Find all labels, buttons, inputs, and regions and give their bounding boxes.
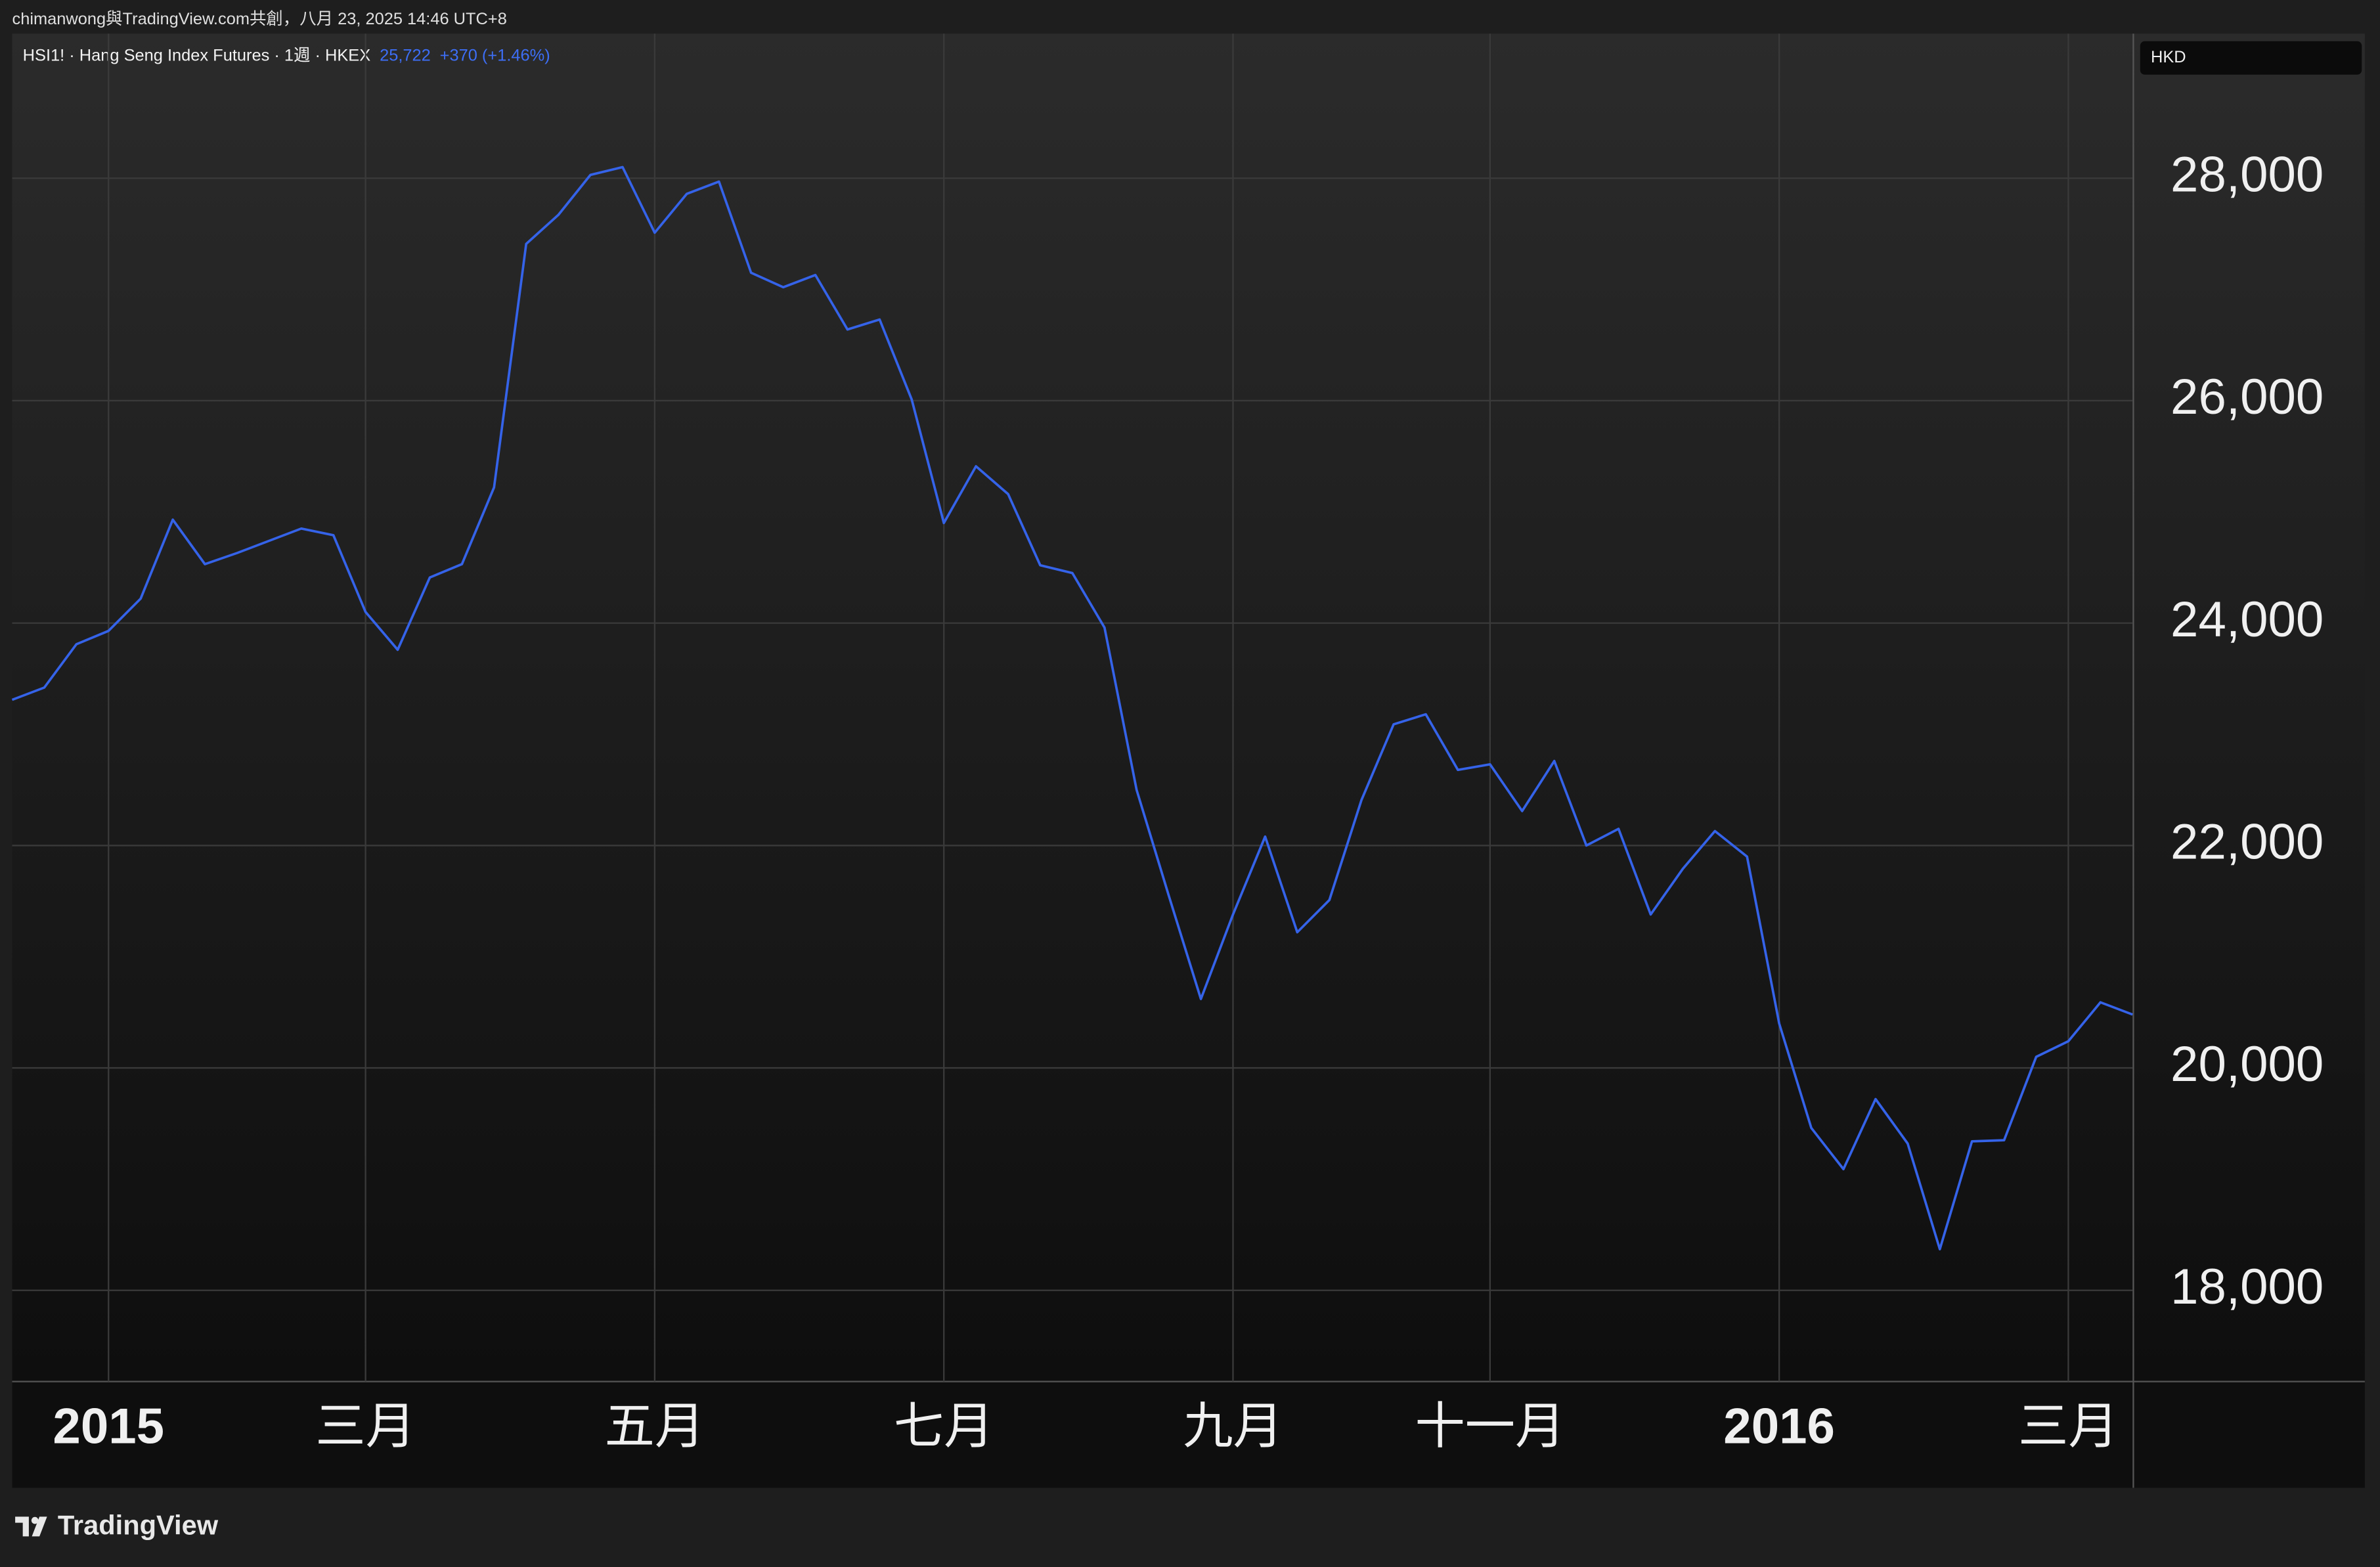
chart-pane xyxy=(12,33,2365,1382)
logo[interactable]: TradingView xyxy=(15,1509,219,1540)
grid xyxy=(12,33,2133,1382)
x-tick-label: 三月 xyxy=(2018,1399,2119,1455)
legend-title: HSI1! · Hang Seng Index Futures · 1週 · H… xyxy=(23,47,371,65)
price-line xyxy=(11,166,2133,1250)
y-tick-label: 28,000 xyxy=(2171,147,2324,203)
currency-box[interactable] xyxy=(2140,41,2362,75)
change: +370 (+1.46%) xyxy=(440,47,550,65)
x-tick-label: 2016 xyxy=(1723,1399,1835,1455)
logo-icon[interactable] xyxy=(31,1516,39,1524)
x-tick-label: 七月 xyxy=(894,1399,994,1455)
y-tick-label: 22,000 xyxy=(2171,814,2324,870)
header-text: chimanwong與TradingView.com共創，八月 23, 2025… xyxy=(12,10,506,28)
last-value: 25,722 xyxy=(380,47,431,65)
x-tick-label: 三月 xyxy=(315,1399,416,1455)
x-tick-label: 五月 xyxy=(605,1399,705,1455)
y-tick-label: 18,000 xyxy=(2171,1259,2324,1315)
logo-text[interactable]: TradingView xyxy=(58,1509,219,1540)
y-tick-label: 26,000 xyxy=(2171,369,2324,425)
x-tick-label: 2015 xyxy=(53,1399,164,1455)
time-axis xyxy=(12,1381,2365,1488)
y-tick-label: 20,000 xyxy=(2171,1036,2324,1092)
x-tick-label: 九月 xyxy=(1183,1399,1283,1455)
x-tick-label: 十一月 xyxy=(1415,1399,1565,1455)
y-tick-label: 24,000 xyxy=(2171,592,2324,648)
logo-icon[interactable] xyxy=(15,1516,47,1537)
currency[interactable]: HKD xyxy=(2151,48,2186,66)
